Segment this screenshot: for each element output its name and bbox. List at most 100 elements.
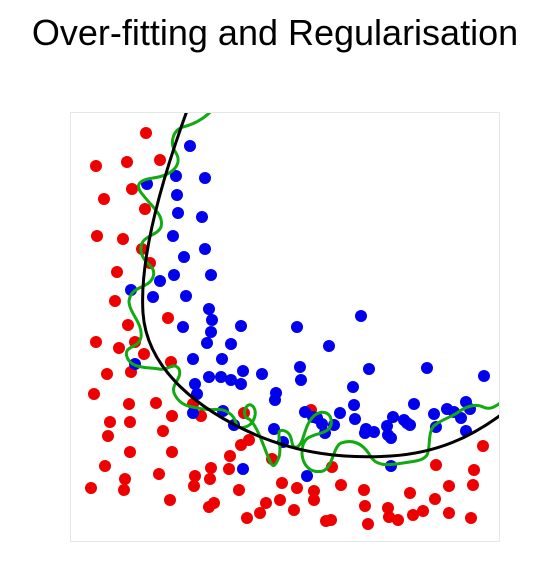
class-a-point [358, 484, 370, 496]
class-a-point [308, 485, 320, 497]
class-b-point [177, 321, 189, 333]
class-a-point [320, 515, 332, 527]
class-a-point [157, 425, 169, 437]
class-b-point [206, 314, 218, 326]
class-b-point [205, 326, 217, 338]
class-b-point [178, 251, 190, 263]
class-a-point [477, 440, 489, 452]
class-a-point [467, 479, 479, 491]
class-b-point [428, 408, 440, 420]
class-b-point [295, 374, 307, 386]
class-b-point [478, 370, 490, 382]
class-a-point [308, 494, 320, 506]
class-a-point [150, 397, 162, 409]
class-b-point [203, 371, 215, 383]
class-b-point [237, 365, 249, 377]
class-a-point [359, 500, 371, 512]
class-b-point [187, 407, 199, 419]
class-a-point [123, 398, 135, 410]
class-a-point [166, 446, 178, 458]
class-a-point [189, 470, 201, 482]
class-a-point [164, 494, 176, 506]
data-points [85, 127, 490, 530]
class-a-point [121, 156, 133, 168]
class-a-point [224, 450, 236, 462]
class-b-point [235, 320, 247, 332]
class-a-point [429, 493, 441, 505]
class-b-point [184, 140, 196, 152]
class-a-point [122, 319, 134, 331]
plot-area [70, 112, 500, 542]
class-a-point [117, 233, 129, 245]
class-a-point [138, 348, 150, 360]
class-b-point [441, 403, 453, 415]
class-b-point [455, 412, 467, 424]
class-b-point [355, 310, 367, 322]
class-b-point [199, 243, 211, 255]
class-b-point [167, 230, 179, 242]
class-a-point [417, 505, 429, 517]
class-a-point [362, 518, 374, 530]
class-a-point [260, 497, 272, 509]
class-a-point [153, 468, 165, 480]
class-b-point [235, 378, 247, 390]
class-a-point [129, 336, 141, 348]
class-a-point [243, 434, 255, 446]
class-b-point [363, 363, 375, 375]
class-b-point [189, 378, 201, 390]
class-a-point [443, 480, 455, 492]
class-a-point [430, 459, 442, 471]
class-a-point [85, 482, 97, 494]
overfit-boundary-curve [124, 113, 499, 474]
class-b-point [268, 423, 280, 435]
class-b-point [256, 368, 268, 380]
class-a-point [139, 203, 151, 215]
class-b-point [387, 411, 399, 423]
class-b-point [154, 275, 166, 287]
class-a-point [166, 410, 178, 422]
class-b-point [421, 362, 433, 374]
class-b-point [323, 340, 335, 352]
class-b-point [205, 269, 217, 281]
class-a-point [99, 460, 111, 472]
class-b-point [170, 170, 182, 182]
class-b-point [368, 426, 380, 438]
class-a-point [88, 388, 100, 400]
class-a-point [276, 477, 288, 489]
class-a-point [203, 501, 215, 513]
class-a-point [124, 416, 136, 428]
class-a-point [254, 507, 266, 519]
class-b-point [349, 413, 361, 425]
class-b-point [291, 321, 303, 333]
class-a-point [90, 336, 102, 348]
class-a-point [274, 494, 286, 506]
class-b-point [172, 207, 184, 219]
class-a-point [404, 487, 416, 499]
class-b-point [294, 361, 306, 373]
class-a-point [98, 193, 110, 205]
class-b-point [187, 353, 199, 365]
class-a-point [241, 512, 253, 524]
class-a-point [288, 504, 300, 516]
class-a-point [118, 484, 130, 496]
class-b-point [215, 371, 227, 383]
class-a-point [233, 484, 245, 496]
class-b-point [348, 399, 360, 411]
class-b-point [168, 269, 180, 281]
class-a-point [335, 479, 347, 491]
class-a-point [140, 127, 152, 139]
class-b-point [147, 291, 159, 303]
class-a-point [468, 464, 480, 476]
class-a-point [113, 342, 125, 354]
class-a-point [91, 230, 103, 242]
class-b-point [408, 398, 420, 410]
class-a-point [223, 463, 235, 475]
class-a-point [392, 514, 404, 526]
class-b-point [359, 427, 371, 439]
class-b-point [269, 394, 281, 406]
class-b-point [385, 432, 397, 444]
class-a-point [154, 154, 166, 166]
class-b-point [203, 303, 215, 315]
class-b-point [404, 419, 416, 431]
class-a-point [90, 160, 102, 172]
